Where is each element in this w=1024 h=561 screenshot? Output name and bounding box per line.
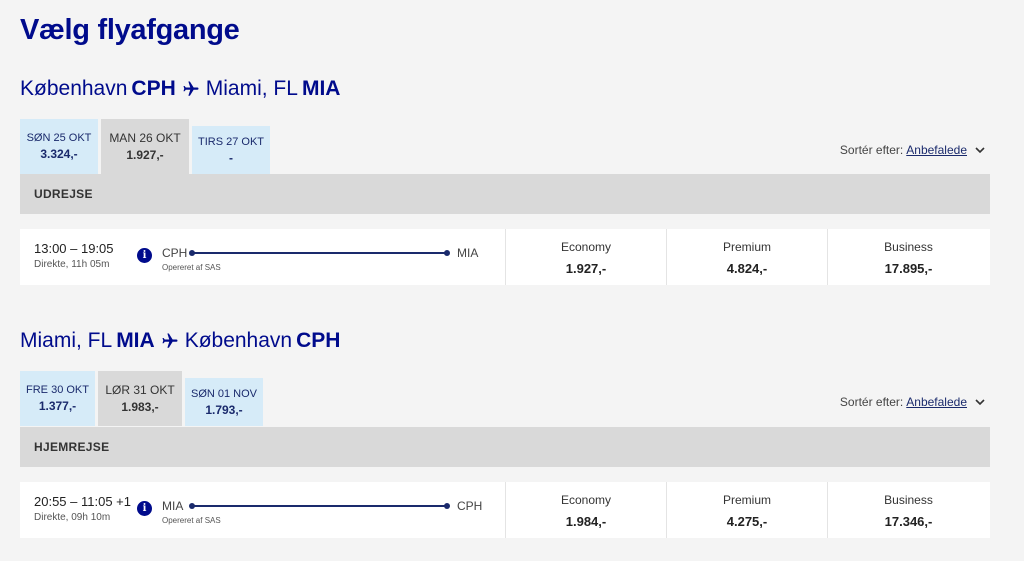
sort-value[interactable]: Anbefalede <box>906 143 967 157</box>
date-tab-label: SØN 25 OKT <box>26 132 92 144</box>
fare-name: Economy <box>560 493 612 507</box>
date-tab-price: 1.983,- <box>121 400 159 414</box>
return-date-tab-2[interactable]: SØN 01 NOV 1.793,- <box>185 378 263 426</box>
return-from-city: Miami, FL <box>20 329 113 352</box>
fare-price: 17.895,- <box>884 261 933 276</box>
plane-icon <box>183 81 199 96</box>
fare-premium[interactable]: Premium 4.824,- <box>667 229 828 285</box>
return-band: HJEMREJSE <box>20 427 990 467</box>
return-date-tab-0[interactable]: FRE 30 OKT 1.377,- <box>20 371 95 426</box>
outbound-route-title: København CPH Miami, FL MIA <box>20 76 990 102</box>
date-tab-price: 1.377,- <box>38 399 77 413</box>
outbound-band: UDREJSE <box>20 174 990 214</box>
fare-business[interactable]: Business 17.895,- <box>828 229 989 285</box>
fare-business[interactable]: Business 17.346,- <box>828 482 989 538</box>
outbound-date-tabs: SØN 25 OKT 3.324,- MAN 26 OKT 1.927,- TI… <box>20 119 273 174</box>
date-tab-label: FRE 30 OKT <box>26 384 89 396</box>
outbound-date-tab-0[interactable]: SØN 25 OKT 3.324,- <box>20 119 98 174</box>
chevron-down-icon[interactable] <box>974 144 986 156</box>
plane-icon <box>162 333 178 348</box>
fare-economy[interactable]: Economy 1.927,- <box>506 229 667 285</box>
fare-name: Business <box>884 493 933 507</box>
fare-economy[interactable]: Economy 1.984,- <box>506 482 667 538</box>
outbound-from-code: CPH <box>131 77 176 100</box>
operated-by: Opereret af SAS <box>162 263 221 272</box>
fare-price: 4.824,- <box>726 261 768 276</box>
flight-origin: CPH <box>162 246 188 260</box>
outbound-to-code: MIA <box>301 77 341 100</box>
sort-label: Sortér efter: <box>839 143 904 157</box>
outbound-date-tab-1[interactable]: MAN 26 OKT 1.927,- <box>101 119 189 174</box>
fare-name: Economy <box>560 240 612 254</box>
flight-destination: CPH <box>457 499 483 513</box>
return-date-tabs: FRE 30 OKT 1.377,- LØR 31 OKT 1.983,- SØ… <box>20 371 266 426</box>
fare-name: Business <box>884 240 933 254</box>
date-tab-price: 3.324,- <box>40 147 78 161</box>
date-tab-label: LØR 31 OKT <box>105 383 175 397</box>
info-icon[interactable]: i <box>137 501 152 516</box>
date-tab-label: MAN 26 OKT <box>109 131 181 145</box>
info-icon[interactable]: i <box>137 248 152 263</box>
flight-times: 20:55 – 11:05 +1 <box>34 494 131 509</box>
sort-value[interactable]: Anbefalede <box>906 395 967 409</box>
flight-duration: Direkte, 09h 10m <box>34 512 111 523</box>
route-line <box>189 503 450 509</box>
date-tab-label: SØN 01 NOV <box>190 387 258 400</box>
fare-price: 17.346,- <box>884 514 933 529</box>
flight-destination: MIA <box>457 246 479 260</box>
return-route-title: Miami, FL MIA København CPH <box>20 328 990 354</box>
route-line <box>189 250 450 256</box>
date-tab-label: TIRS 27 OKT <box>197 135 265 148</box>
outbound-flight-row[interactable]: 13:00 – 19:05 Direkte, 11h 05m i CPH MIA… <box>20 229 990 285</box>
outbound-sort-control[interactable]: Sortér efter: Anbefalede <box>840 143 986 157</box>
fare-price: 4.275,- <box>726 514 768 529</box>
fare-premium[interactable]: Premium 4.275,- <box>667 482 828 538</box>
return-from-code: MIA <box>116 329 155 352</box>
chevron-down-icon[interactable] <box>974 396 986 408</box>
return-section: Miami, FL MIA København CPH <box>20 328 990 354</box>
flight-duration: Direkte, 11h 05m <box>34 259 110 270</box>
date-tab-price: 1.927,- <box>126 148 164 162</box>
flight-info: 13:00 – 19:05 Direkte, 11h 05m i CPH MIA… <box>20 229 506 285</box>
outbound-section: København CPH Miami, FL MIA <box>20 76 990 102</box>
return-date-tab-1[interactable]: LØR 31 OKT 1.983,- <box>98 371 182 426</box>
operated-by: Opereret af SAS <box>162 516 221 525</box>
date-tab-price: - <box>229 150 233 165</box>
fare-price: 1.927,- <box>565 261 607 276</box>
outbound-from-city: København <box>20 77 128 100</box>
flight-times: 13:00 – 19:05 <box>34 241 114 256</box>
fare-name: Premium <box>722 240 771 254</box>
flight-origin: MIA <box>162 499 184 513</box>
return-to-city: København <box>184 329 293 352</box>
fare-name: Premium <box>722 493 771 507</box>
sort-label: Sortér efter: <box>839 395 904 409</box>
return-sort-control[interactable]: Sortér efter: Anbefalede <box>840 395 986 409</box>
flight-info: 20:55 – 11:05 +1 Direkte, 09h 10m i MIA … <box>20 482 506 538</box>
return-flight-row[interactable]: 20:55 – 11:05 +1 Direkte, 09h 10m i MIA … <box>20 482 990 538</box>
fare-price: 1.984,- <box>565 514 607 529</box>
page-title: Vælg flyafgange <box>20 14 240 46</box>
date-tab-price: 1.793,- <box>205 402 243 417</box>
outbound-to-city: Miami, FL <box>205 77 298 100</box>
return-to-code: CPH <box>296 329 341 352</box>
outbound-date-tab-2[interactable]: TIRS 27 OKT - <box>192 126 270 174</box>
